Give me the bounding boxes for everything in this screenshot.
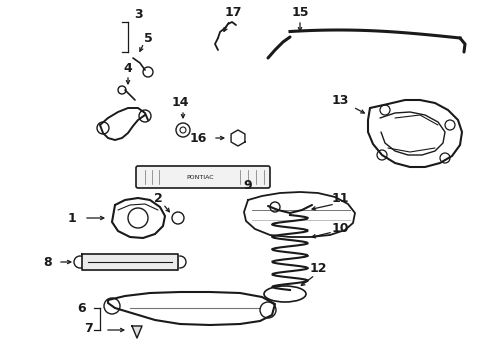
Text: 12: 12	[309, 261, 327, 274]
Text: 8: 8	[44, 256, 52, 269]
Text: 17: 17	[224, 5, 242, 18]
Text: 5: 5	[144, 32, 152, 45]
Text: PONTIAC: PONTIAC	[186, 175, 214, 180]
Text: 1: 1	[68, 212, 76, 225]
Polygon shape	[82, 254, 178, 270]
Text: 16: 16	[189, 131, 207, 144]
Text: 3: 3	[134, 8, 142, 21]
FancyBboxPatch shape	[136, 166, 270, 188]
Text: 7: 7	[84, 321, 93, 334]
Text: 2: 2	[154, 192, 162, 204]
Polygon shape	[132, 326, 142, 338]
Text: 9: 9	[244, 179, 252, 192]
Text: 15: 15	[291, 5, 309, 18]
Text: 14: 14	[171, 95, 189, 108]
Text: 13: 13	[331, 94, 349, 107]
Polygon shape	[231, 130, 245, 146]
Text: 6: 6	[78, 302, 86, 315]
Text: 4: 4	[123, 62, 132, 75]
Text: 11: 11	[331, 192, 349, 204]
Text: 10: 10	[331, 221, 349, 234]
